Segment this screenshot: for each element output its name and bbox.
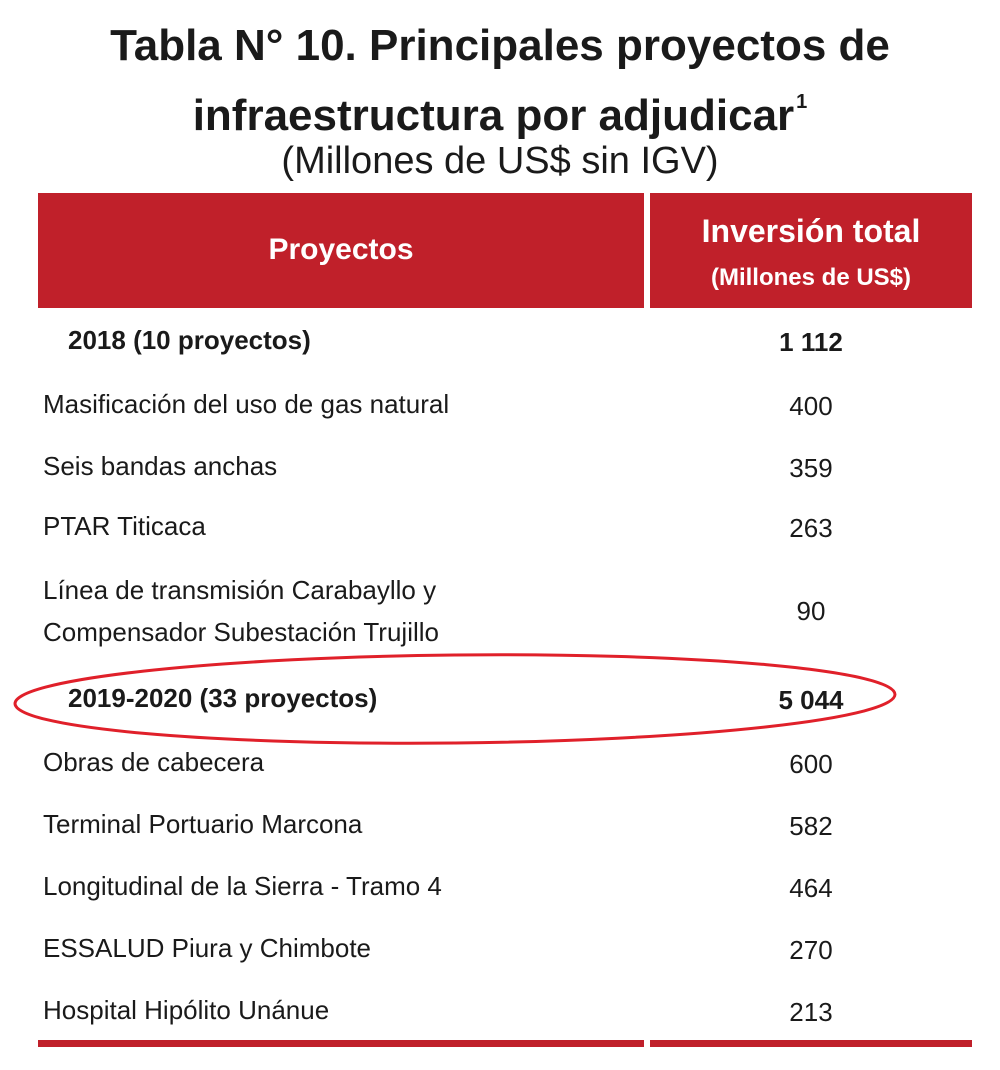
column-header-projects: Proyectos [38, 193, 644, 308]
table-row: Masificación del uso de gas natural 400 [38, 382, 972, 426]
table-row: Hospital Hipólito Unánue 213 [38, 988, 972, 1032]
row-value: 270 [789, 935, 833, 965]
row-value: 400 [789, 391, 833, 421]
table-row: Seis bandas anchas 359 [38, 444, 972, 488]
row-value: 582 [789, 811, 833, 841]
row-value: 90 [796, 596, 826, 626]
row-name: Hospital Hipólito Unánue [43, 995, 330, 1025]
table-row: Obras de cabecera 600 [38, 740, 972, 784]
column-header-projects-label: Proyectos [268, 233, 414, 266]
table-title-line-2: infraestructura por adjudicar 1 [0, 76, 1000, 142]
table-subtitle: (Millones de US$ sin IGV) [281, 140, 719, 182]
row-value: 359 [789, 453, 833, 483]
bottom-rule-left [38, 1040, 644, 1047]
row-name: Masificación del uso de gas natural [43, 389, 450, 419]
row-name: 2018 (10 proyectos) [68, 325, 311, 355]
row-name: Terminal Portuario Marcona [43, 809, 363, 839]
row-name: Obras de cabecera [43, 747, 265, 777]
row-value: 263 [789, 513, 833, 543]
table-row: Línea de transmisión Carabayllo y Compen… [38, 568, 972, 656]
table-row-group-highlighted: 2019-2020 (33 proyectos) 5 044 [38, 676, 972, 720]
column-header-investment-unit: (Millones de US$) [710, 264, 912, 291]
table-row: Terminal Portuario Marcona 582 [38, 802, 972, 846]
table-row: Longitudinal de la Sierra - Tramo 4 464 [38, 864, 972, 908]
table-title-text: infraestructura por adjudicar [192, 91, 795, 140]
bottom-rule-right [650, 1040, 972, 1047]
table-row: ESSALUD Piura y Chimbote 270 [38, 926, 972, 970]
row-name: ESSALUD Piura y Chimbote [43, 933, 372, 963]
row-name: PTAR Titicaca [43, 511, 206, 541]
column-header-investment-label: Inversión total [701, 213, 921, 249]
table-row: PTAR Titicaca 263 [38, 504, 972, 548]
row-value: 600 [789, 749, 833, 779]
row-name: Longitudinal de la Sierra - Tramo 4 [43, 871, 442, 901]
row-value: 213 [789, 997, 833, 1027]
row-name: 2019-2020 (33 proyectos) [68, 683, 378, 713]
row-value: 5 044 [778, 685, 844, 715]
row-name: Seis bandas anchas [43, 451, 278, 481]
row-value: 464 [789, 873, 833, 903]
row-value: 1 112 [779, 327, 843, 357]
table-row-group: 2018 (10 proyectos) 1 112 [38, 318, 972, 362]
row-name-line-1: Línea de transmisión Carabayllo y [43, 575, 437, 605]
column-header-investment: Inversión total (Millones de US$) [650, 193, 972, 308]
row-name-line-2: Compensador Subestación Trujillo [43, 617, 439, 647]
footnote-marker: 1 [796, 91, 808, 113]
table-title-line-1: Tabla N° 10. Principales proyectos de [110, 21, 890, 70]
